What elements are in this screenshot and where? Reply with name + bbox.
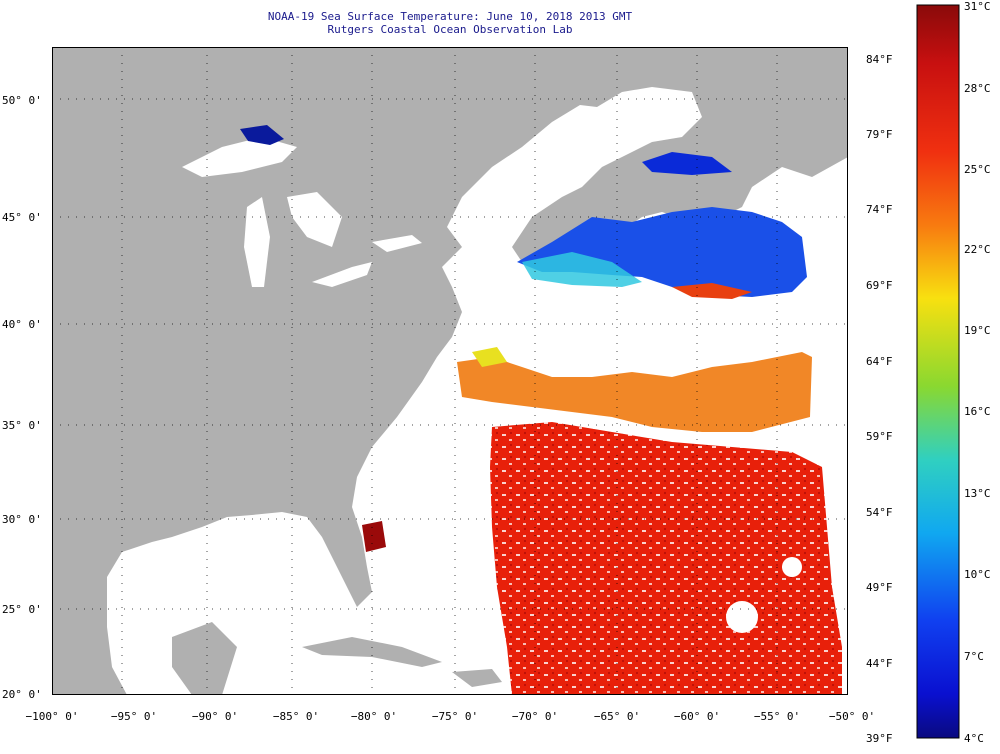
lake-superior: [182, 137, 297, 177]
lat-label: 25° 0': [2, 603, 42, 616]
lake-erie: [312, 262, 372, 287]
lat-label: 35° 0': [2, 419, 42, 432]
lat-label: 40° 0': [2, 318, 42, 331]
scale-f-label: 79°F: [866, 128, 893, 141]
scale-c-label: 10°C: [964, 568, 991, 581]
scale-f-label: 39°F: [866, 732, 893, 745]
lon-label: −70° 0': [511, 710, 559, 723]
lat-label: 20° 0': [2, 688, 42, 701]
lake-huron: [287, 192, 342, 247]
land-north-america: [52, 47, 580, 695]
scale-c-label: 31°C: [964, 0, 991, 13]
lat-label: 50° 0': [2, 94, 42, 107]
lat-label: 45° 0': [2, 211, 42, 224]
land-yucatan: [172, 622, 237, 695]
sst-orange-band: [457, 352, 812, 432]
scale-c-label: 25°C: [964, 163, 991, 176]
scale-f-label: 49°F: [866, 581, 893, 594]
map-subtitle: Rutgers Coastal Ocean Observation Lab: [327, 23, 573, 36]
scale-f-label: 64°F: [866, 355, 893, 368]
land-newfoundland: [752, 102, 832, 162]
scale-f-label: 69°F: [866, 279, 893, 292]
scale-f-label: 59°F: [866, 430, 893, 443]
scale-c-label: 4°C: [964, 732, 984, 745]
sst-cold-band: [517, 207, 807, 297]
scale-c-label: 22°C: [964, 243, 991, 256]
cloud-gap: [782, 557, 802, 577]
lon-label: −95° 0': [110, 710, 158, 723]
sst-cyan-patch: [522, 252, 642, 287]
scale-c-label: 13°C: [964, 487, 991, 500]
lon-label: −85° 0': [272, 710, 320, 723]
lon-label: −55° 0': [753, 710, 801, 723]
sst-map: [52, 47, 848, 695]
sst-warm-patch-north: [672, 283, 752, 299]
sst-cold-lake: [240, 125, 284, 145]
scale-c-label: 28°C: [964, 82, 991, 95]
lat-label: 30° 0': [2, 513, 42, 526]
scale-c-label: 16°C: [964, 405, 991, 418]
map-title: NOAA-19 Sea Surface Temperature: June 10…: [267, 10, 633, 23]
scale-c-label: 7°C: [964, 650, 984, 663]
scale-f-label: 84°F: [866, 53, 893, 66]
lon-label: −65° 0': [593, 710, 641, 723]
cloud-gap: [726, 601, 758, 633]
color-bar: [916, 4, 960, 739]
lake-michigan: [244, 197, 270, 287]
lon-label: −100° 0': [25, 710, 79, 723]
scale-f-label: 74°F: [866, 203, 893, 216]
lon-label: −90° 0': [191, 710, 239, 723]
scale-f-label: 44°F: [866, 657, 893, 670]
lon-label: −50° 0': [828, 710, 876, 723]
scale-c-label: 19°C: [964, 324, 991, 337]
sst-cold-gulf-stlawrence: [642, 152, 732, 175]
land-cuba: [302, 637, 442, 667]
lon-label: −80° 0': [350, 710, 398, 723]
lon-label: −60° 0': [673, 710, 721, 723]
sst-hot-patch: [362, 521, 386, 552]
color-scale: [916, 4, 960, 739]
lake-ontario: [372, 235, 422, 252]
sst-yellow-patch: [472, 347, 507, 367]
lon-label: −75° 0': [431, 710, 479, 723]
land-hispaniola: [452, 669, 502, 687]
scale-f-label: 54°F: [866, 506, 893, 519]
